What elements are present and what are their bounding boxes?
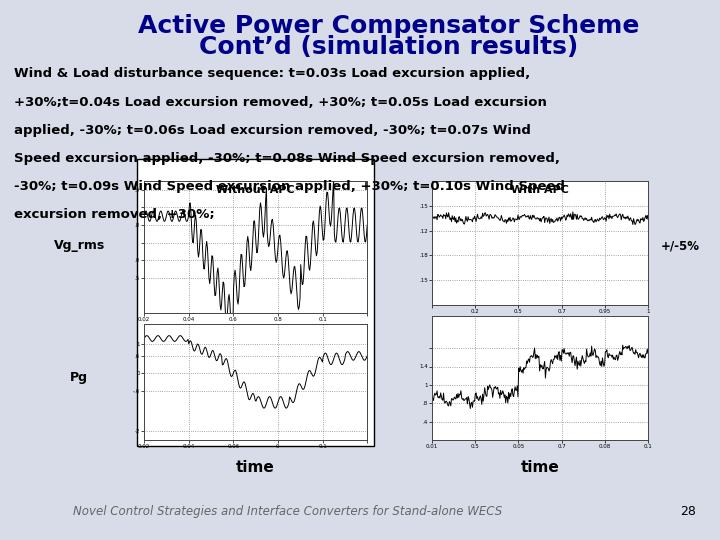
Text: Vg_rms: Vg_rms [53,239,105,252]
Text: -30%; t=0.09s Wind Speed excursion applied, +30%; t=0.10s Wind Speed: -30%; t=0.09s Wind Speed excursion appli… [14,180,565,193]
Text: Without APC: Without APC [216,185,295,195]
Text: With APC: With APC [511,185,569,194]
Text: 28: 28 [680,505,696,518]
Text: Active Power Compensator Scheme: Active Power Compensator Scheme [138,14,639,37]
Text: +30%;t=0.04s Load excursion removed, +30%; t=0.05s Load excursion: +30%;t=0.04s Load excursion removed, +30… [14,96,547,109]
Text: Speed excursion applied, -30%; t=0.08s Wind Speed excursion removed,: Speed excursion applied, -30%; t=0.08s W… [14,152,560,165]
Text: time: time [236,460,275,475]
Text: time: time [521,460,559,475]
Text: +/-5%: +/-5% [661,239,700,252]
Text: Cont’d (simulation results): Cont’d (simulation results) [199,35,578,59]
Text: Pg: Pg [71,372,89,384]
Text: Wind & Load disturbance sequence: t=0.03s Load excursion applied,: Wind & Load disturbance sequence: t=0.03… [14,68,531,80]
Text: applied, -30%; t=0.06s Load excursion removed, -30%; t=0.07s Wind: applied, -30%; t=0.06s Load excursion re… [14,124,531,137]
Text: excursion removed, +30%;: excursion removed, +30%; [14,208,215,221]
Text: Novel Control Strategies and Interface Converters for Stand-alone WECS: Novel Control Strategies and Interface C… [73,505,503,518]
